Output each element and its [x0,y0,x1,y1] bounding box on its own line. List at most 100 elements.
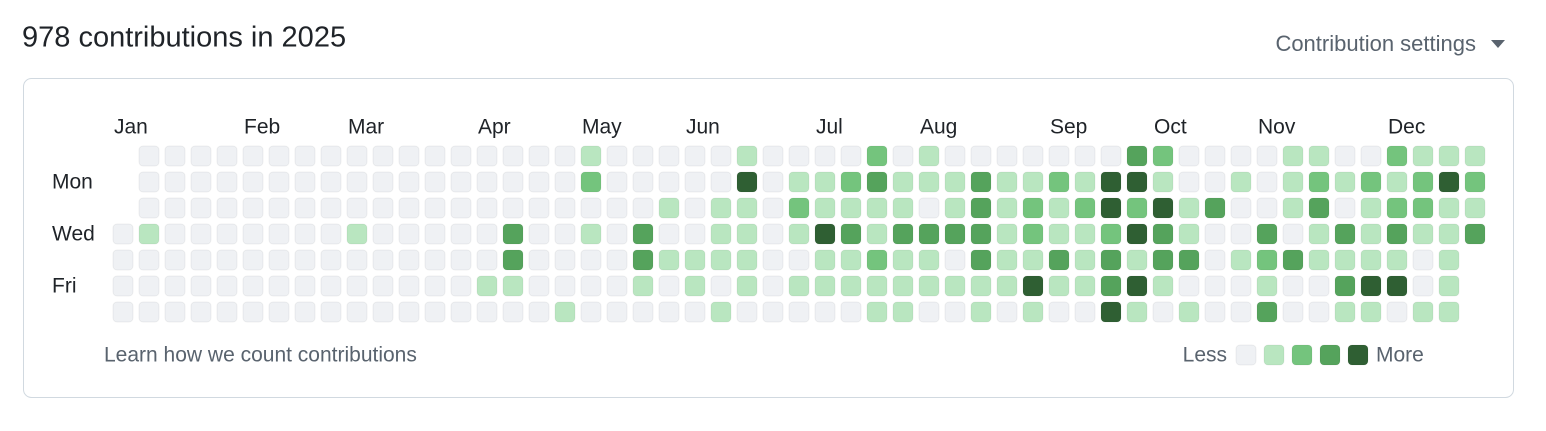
day-cell [294,249,316,271]
day-cell [450,275,472,297]
day-cell [1438,171,1460,193]
day-cell [372,145,394,167]
day-cell [294,223,316,245]
day-cell [242,223,264,245]
day-cell [762,197,784,219]
day-cell [398,223,420,245]
day-cell [918,197,940,219]
day-cell [1126,145,1148,167]
day-cell [372,223,394,245]
day-cell [1204,223,1226,245]
day-cell [1256,301,1278,323]
day-cell [866,171,888,193]
day-cell [216,249,238,271]
day-cell [1282,223,1304,245]
dropdown-caret[interactable] [1491,40,1505,48]
day-cell [450,249,472,271]
day-cell [1360,197,1382,219]
day-cell [762,275,784,297]
day-cell [996,275,1018,297]
day-cell [814,145,836,167]
day-cell [424,145,446,167]
day-cell [1464,197,1486,219]
day-cell [736,301,758,323]
day-cell [138,145,160,167]
learn-link[interactable]: Learn how we count contributions [104,344,417,367]
day-cell [944,275,966,297]
settings-button[interactable]: Contribution settings [1275,31,1505,56]
day-cell [424,171,446,193]
day-cell [424,275,446,297]
day-cell [1256,197,1278,219]
day-cell [320,197,342,219]
day-cell [996,249,1018,271]
legend-cell [1319,344,1341,366]
day-cell [580,171,602,193]
day-cell [1100,145,1122,167]
day-cell [1386,223,1408,245]
day-cell [1074,249,1096,271]
day-cell [1412,171,1434,193]
day-cell [554,249,576,271]
day-cell [164,301,186,323]
day-cell [1412,197,1434,219]
day-cell [190,223,212,245]
day-cell [1438,275,1460,297]
day-cell [1022,171,1044,193]
day-cell [1386,301,1408,323]
day-cell [190,197,212,219]
day-cell [1282,197,1304,219]
day-cell [814,171,836,193]
day-cell [606,301,628,323]
day-cell [970,145,992,167]
day-cell [450,171,472,193]
day-cell [1256,275,1278,297]
day-cell [1204,301,1226,323]
day-cell [1334,249,1356,271]
day-cell [892,171,914,193]
day-cell [710,197,732,219]
day-cell [450,145,472,167]
day-cell [892,275,914,297]
day-cell [840,197,862,219]
day-cell [814,249,836,271]
day-cell [1152,197,1174,219]
settings-label[interactable]: Contribution settings [1275,31,1476,56]
day-cell [216,145,238,167]
day-cell [320,223,342,245]
day-cell [190,249,212,271]
day-cell [1386,145,1408,167]
day-cell [476,197,498,219]
day-cell [1126,197,1148,219]
day-cell [580,223,602,245]
day-cell [840,249,862,271]
day-cell [918,275,940,297]
day-cell [1282,171,1304,193]
day-cell [372,197,394,219]
day-cell [164,197,186,219]
day-cell [1126,301,1148,323]
day-cell [1360,223,1382,245]
month-label: Mar [348,116,384,139]
day-cell [294,301,316,323]
day-cell [424,223,446,245]
day-cell [918,301,940,323]
day-cell [190,171,212,193]
day-cell [1282,145,1304,167]
day-cell [372,301,394,323]
day-cell [1048,171,1070,193]
day-cell [346,171,368,193]
month-label: Jul [816,116,843,139]
day-cell [138,249,160,271]
day-cell [736,197,758,219]
day-cell [1100,223,1122,245]
day-cell [138,171,160,193]
day-cell [294,171,316,193]
day-cell [112,249,134,271]
day-cell [658,223,680,245]
day-cell [658,301,680,323]
day-cell [476,145,498,167]
day-cell [970,197,992,219]
day-cell [736,171,758,193]
